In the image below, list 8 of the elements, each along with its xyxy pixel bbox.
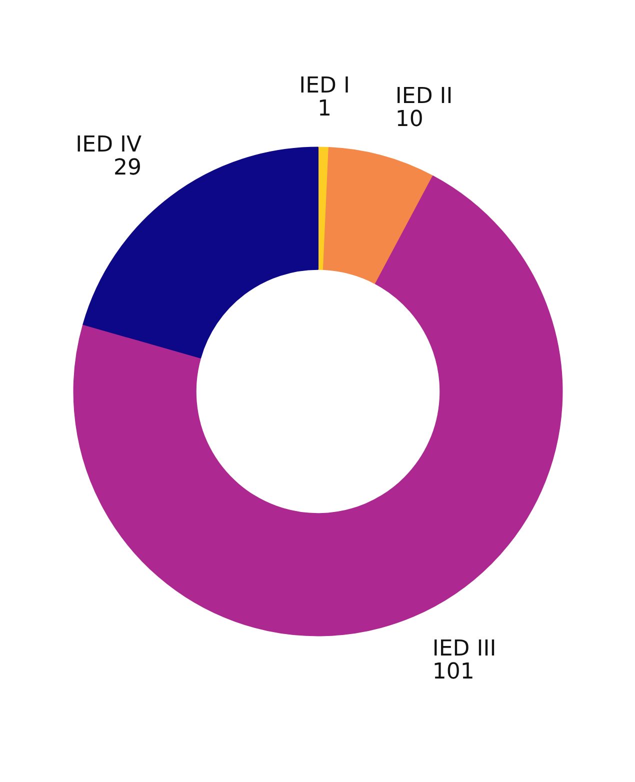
slice-label: IED II	[395, 84, 453, 109]
data-label: 101	[432, 659, 474, 684]
data-label: 10	[395, 106, 424, 132]
slice-label: IED I	[299, 73, 350, 98]
data-label: 29	[114, 156, 142, 181]
data-label: 1	[318, 96, 332, 122]
slice-label: IED IV	[76, 132, 142, 158]
slice-label: IED III	[432, 636, 496, 662]
